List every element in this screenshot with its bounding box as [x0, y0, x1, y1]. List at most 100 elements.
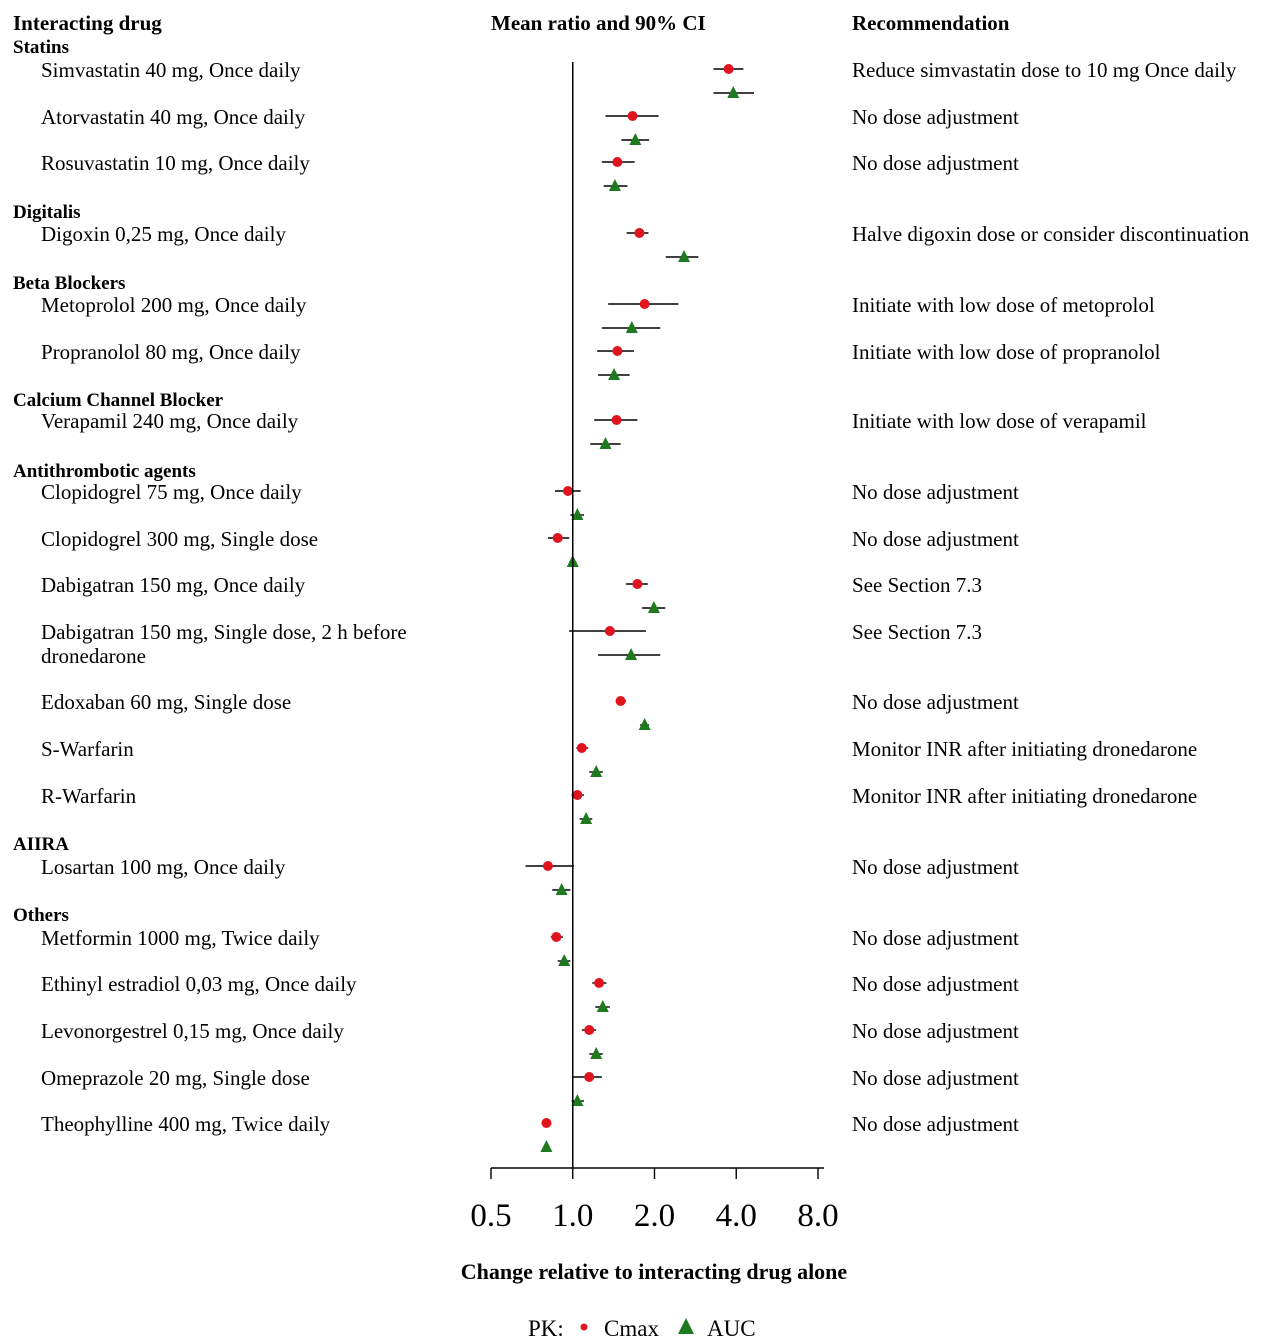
x-tick-label: 1.0: [552, 1198, 593, 1234]
group-label: AIIRA: [13, 834, 69, 855]
recommendation-text: Initiate with low dose of verapamil: [852, 409, 1147, 433]
drug-label: Omeprazole 20 mg, Single dose: [41, 1066, 310, 1090]
recommendation-text: No dose adjustment: [852, 926, 1019, 950]
recommendation-text: Reduce simvastatin dose to 10 mg Once da…: [852, 58, 1237, 82]
auc-point: [647, 601, 660, 613]
cmax-point: [632, 579, 643, 589]
drug-label: Metoprolol 200 mg, Once daily: [41, 293, 307, 317]
auc-point: [596, 1000, 609, 1012]
auc-point: [629, 133, 642, 145]
cmax-point: [594, 978, 605, 988]
auc-point: [571, 1094, 584, 1106]
cmax-point: [723, 64, 734, 74]
group-label: Others: [13, 905, 69, 926]
drug-label: Clopidogrel 75 mg, Once daily: [41, 480, 302, 504]
cmax-point: [551, 932, 562, 942]
x-axis-label: Change relative to interacting drug alon…: [461, 1259, 848, 1284]
auc-point: [678, 250, 691, 262]
recommendation-text: No dose adjustment: [852, 855, 1019, 879]
recommendation-text: No dose adjustment: [852, 105, 1019, 129]
legend-cmax-icon: [580, 1323, 588, 1331]
group-label: Digitalis: [13, 202, 81, 223]
drug-label: Losartan 100 mg, Once daily: [41, 855, 286, 879]
drug-column-header: Interacting drug: [13, 11, 162, 35]
auc-point: [590, 1047, 603, 1059]
legend-prefix: PK:: [528, 1316, 564, 1340]
recommendation-text: No dose adjustment: [852, 1066, 1019, 1090]
auc-point: [571, 508, 584, 520]
recommendation-text: Halve digoxin dose or consider discontin…: [852, 222, 1250, 246]
x-tick-label: 2.0: [634, 1198, 675, 1234]
cmax-point: [612, 346, 623, 356]
legend-auc-label: AUC: [707, 1316, 756, 1340]
group-label: Statins: [13, 37, 69, 58]
drug-label: Theophylline 400 mg, Twice daily: [41, 1112, 331, 1136]
cmax-point: [611, 415, 622, 425]
legend-auc-icon: [678, 1318, 694, 1334]
recommendation-text: Initiate with low dose of propranolol: [852, 340, 1161, 364]
cmax-point: [634, 228, 645, 238]
auc-point: [599, 437, 612, 449]
drug-label: Verapamil 240 mg, Once daily: [41, 409, 299, 433]
auc-point: [608, 368, 621, 380]
group-label: Beta Blockers: [13, 273, 125, 294]
recommendation-text: No dose adjustment: [852, 690, 1019, 714]
drug-label: Digoxin 0,25 mg, Once daily: [41, 222, 286, 246]
x-axis: 0.5 1.0 2.0 4.0 8.0: [470, 1167, 839, 1234]
drug-label: Atorvastatin 40 mg, Once daily: [41, 105, 306, 129]
auc-point: [625, 648, 638, 660]
drug-label: Metformin 1000 mg, Twice daily: [41, 926, 320, 950]
cmax-point: [541, 1118, 552, 1128]
cmax-point: [552, 533, 563, 543]
x-tick-label: 0.5: [470, 1198, 511, 1234]
recommendation-text: No dose adjustment: [852, 1112, 1019, 1136]
recommendation-text: See Section 7.3: [852, 573, 982, 597]
auc-point: [590, 765, 603, 777]
drug-label: Clopidogrel 300 mg, Single dose: [41, 527, 318, 551]
auc-point: [555, 883, 568, 895]
cmax-point: [572, 790, 583, 800]
drug-label: Levonorgestrel 0,15 mg, Once daily: [41, 1019, 344, 1043]
auc-point: [608, 179, 621, 191]
cmax-point: [604, 626, 615, 636]
group-label: Antithrombotic agents: [13, 461, 196, 482]
drug-label: S-Warfarin: [41, 737, 134, 761]
recommendation-text: No dose adjustment: [852, 972, 1019, 996]
recommendation-text: No dose adjustment: [852, 1019, 1019, 1043]
drug-label: R-Warfarin: [41, 784, 137, 808]
recommendation-text: Monitor INR after initiating dronedarone: [852, 784, 1197, 808]
recommendation-text: See Section 7.3: [852, 620, 982, 644]
legend-cmax-label: Cmax: [604, 1316, 659, 1340]
drug-label: Edoxaban 60 mg, Single dose: [41, 690, 291, 714]
ci-column-header: Mean ratio and 90% CI: [491, 11, 706, 35]
cmax-point: [584, 1025, 595, 1035]
drug-label: Simvastatin 40 mg, Once daily: [41, 58, 301, 82]
group-label: Calcium Channel Blocker: [13, 390, 224, 411]
legend: PK: Cmax AUC: [528, 1316, 756, 1340]
cmax-point: [612, 157, 623, 167]
auc-point: [540, 1140, 553, 1152]
auc-point: [727, 86, 740, 98]
x-tick-label: 4.0: [716, 1198, 757, 1234]
cmax-point: [576, 743, 587, 753]
recommendation-text: No dose adjustment: [852, 480, 1019, 504]
auc-point: [580, 812, 593, 824]
drug-label: Ethinyl estradiol 0,03 mg, Once daily: [41, 972, 357, 996]
auc-point: [638, 718, 651, 730]
auc-point: [625, 321, 638, 333]
cmax-point: [639, 299, 650, 309]
auc-point: [558, 954, 571, 966]
cmax-point: [615, 696, 626, 706]
recommendation-text: Monitor INR after initiating dronedarone: [852, 737, 1197, 761]
recommendation-column-header: Recommendation: [852, 11, 1010, 35]
drug-label: Rosuvastatin 10 mg, Once daily: [41, 151, 310, 175]
cmax-point: [542, 861, 553, 871]
cmax-point: [562, 486, 573, 496]
recommendation-text: No dose adjustment: [852, 527, 1019, 551]
recommendation-text: Initiate with low dose of metoprolol: [852, 293, 1155, 317]
drug-label: Dabigatran 150 mg, Single dose, 2 h befo…: [41, 620, 407, 668]
drug-label: Propranolol 80 mg, Once daily: [41, 340, 301, 364]
cmax-point: [627, 111, 638, 121]
drug-label: Dabigatran 150 mg, Once daily: [41, 573, 306, 597]
